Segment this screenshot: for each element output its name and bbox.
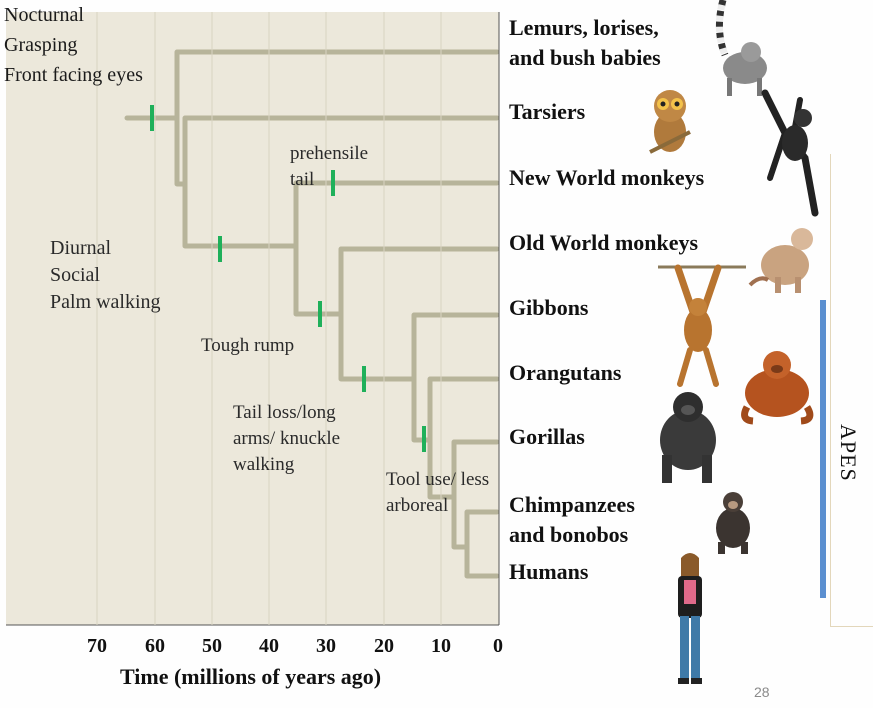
note-tool: Tool use/ less arboreal bbox=[386, 467, 489, 519]
branch-new-world bbox=[293, 180, 500, 249]
note-root-line: Front facing eyes bbox=[4, 64, 143, 86]
note-root-line: Grasping bbox=[4, 34, 78, 56]
note-tool-line: Tool use/ less bbox=[386, 469, 490, 490]
note-anthropoid-line: Social bbox=[50, 264, 100, 286]
branch-humans bbox=[464, 544, 500, 579]
lemur-illustration bbox=[716, 0, 767, 96]
branch-apes bbox=[338, 311, 417, 382]
note-root: Nocturnal Grasping Front facing eyes bbox=[4, 0, 143, 90]
patas-monkey-illustration bbox=[748, 228, 813, 293]
chart-background bbox=[6, 12, 499, 625]
note-apes-line: walking bbox=[233, 454, 295, 475]
note-prehensile-line: tail bbox=[290, 169, 315, 190]
taxon-label-humans: Humans bbox=[509, 559, 589, 584]
branch-african-apes bbox=[427, 437, 457, 500]
gibbon-illustration bbox=[658, 264, 746, 387]
branch-haplorhini bbox=[174, 115, 188, 187]
taxon-label-old-world: Old World monkeys bbox=[509, 230, 699, 255]
note-rump: Tough rump bbox=[201, 335, 295, 356]
taxon-label-line: and bush babies bbox=[509, 45, 661, 70]
taxon-label-new-world: New World monkeys bbox=[509, 165, 705, 190]
x-tick-label: 70 bbox=[87, 635, 107, 657]
taxon-label-line: Chimpanzees bbox=[509, 492, 635, 517]
x-tick-label: 0 bbox=[493, 635, 503, 657]
tarsier-illustration bbox=[649, 90, 691, 154]
apes-bar bbox=[820, 300, 826, 598]
note-apes-line: arms/ knuckle bbox=[233, 428, 341, 449]
note-root-line: Nocturnal bbox=[4, 4, 84, 26]
taxon-label-orangutans: Orangutans bbox=[509, 360, 622, 385]
branch-hominini bbox=[451, 494, 470, 550]
chimpanzee-illustration bbox=[716, 492, 750, 554]
taxon-label-gibbons: Gibbons bbox=[509, 295, 589, 320]
note-anthropoid-line: Diurnal bbox=[50, 237, 112, 259]
spider-monkey-illustration bbox=[761, 89, 819, 217]
apes-label: APES bbox=[836, 424, 861, 482]
branch-lemurs bbox=[174, 49, 500, 121]
human-illustration bbox=[678, 553, 702, 684]
note-prehensile-line: prehensile bbox=[290, 143, 369, 164]
x-tick-label: 60 bbox=[145, 635, 165, 657]
branch-gibbons bbox=[411, 312, 500, 382]
taxon-label-tarsiers: Tarsiers bbox=[509, 99, 586, 124]
taxon-label-chimpanzees: Chimpanzees and bonobos bbox=[509, 490, 635, 550]
taxon-label-line: and bonobos bbox=[509, 522, 629, 547]
gorilla-illustration bbox=[660, 392, 716, 483]
taxon-label-gorillas: Gorillas bbox=[509, 424, 585, 449]
x-tick-label: 10 bbox=[431, 635, 451, 657]
branch-orangutans bbox=[427, 376, 500, 443]
page-number: 28 bbox=[754, 684, 770, 700]
x-tick-label: 40 bbox=[259, 635, 279, 657]
taxon-label-line: Lemurs, lorises, bbox=[509, 15, 659, 40]
branch-anthropoids bbox=[182, 181, 299, 249]
taxon-label-lemurs: Lemurs, lorises, and bush babies bbox=[509, 13, 661, 73]
note-apes-line: Tail loss/long bbox=[233, 402, 336, 423]
branch-gorillas bbox=[451, 439, 500, 500]
note-anthropoid-line: Palm walking bbox=[50, 291, 161, 313]
branch-tarsiers bbox=[182, 115, 500, 187]
branch-chimpanzees bbox=[464, 509, 500, 550]
x-tick-label: 20 bbox=[374, 635, 394, 657]
note-prehensile: prehensile tail bbox=[290, 141, 368, 193]
note-tool-line: arboreal bbox=[386, 495, 449, 516]
x-axis-title: Time (millions of years ago) bbox=[120, 664, 382, 689]
x-tick-label: 30 bbox=[316, 635, 336, 657]
apes-frame bbox=[830, 154, 873, 627]
orangutan-illustration bbox=[741, 351, 814, 425]
x-tick-label: 50 bbox=[202, 635, 222, 657]
note-anthropoid: Diurnal Social Palm walking bbox=[50, 235, 161, 316]
branch-old-world bbox=[338, 246, 500, 317]
note-apes: Tail loss/long arms/ knuckle walking bbox=[233, 400, 340, 478]
